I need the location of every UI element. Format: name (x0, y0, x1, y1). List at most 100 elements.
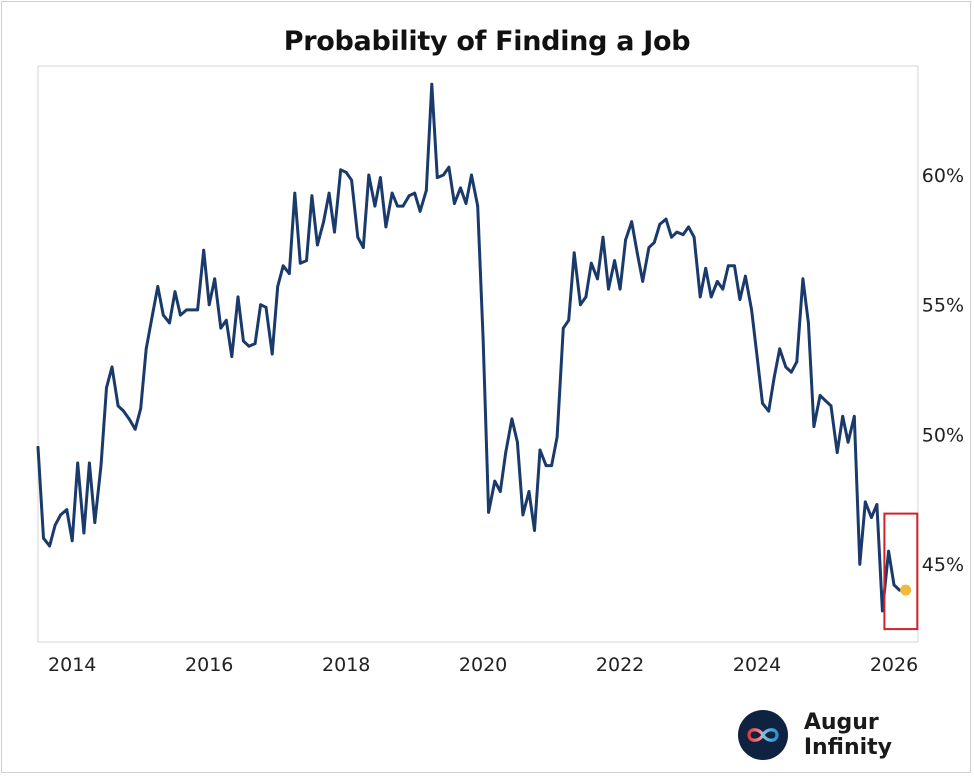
data-point (618, 287, 622, 291)
data-point (259, 303, 262, 307)
data-point (630, 220, 634, 224)
data-point (521, 513, 525, 517)
data-point (236, 295, 240, 299)
chart-title: Probability of Finding a Job (283, 26, 691, 57)
x-axis: 2014 2016 2018 2020 2022 2024 2026 (48, 654, 918, 676)
data-point (658, 222, 662, 226)
brand-name: Augur Infinity (803, 710, 893, 760)
data-point (641, 280, 645, 283)
y-tick-label: 45% (922, 554, 964, 576)
x-tick-label: 2014 (48, 654, 96, 676)
data-point (476, 204, 480, 208)
data-point (161, 313, 165, 317)
data-point (738, 298, 742, 301)
data-point (281, 264, 285, 268)
data-point (99, 464, 103, 467)
data-point (750, 308, 753, 312)
x-tick-label: 2020 (459, 654, 507, 676)
data-point (858, 562, 862, 566)
highlight-layer (883, 512, 919, 631)
data-point (298, 261, 302, 265)
data-point (846, 440, 850, 444)
data-point (110, 365, 114, 369)
data-point (601, 235, 605, 239)
data-point (293, 191, 297, 195)
y-axis: 45% 50% 55% 60% (922, 165, 964, 576)
data-point (470, 173, 473, 177)
data-point (692, 235, 696, 239)
data-point (151, 313, 154, 317)
data-point (733, 264, 736, 268)
data-point (339, 168, 343, 172)
data-point (881, 609, 884, 613)
data-point (704, 267, 708, 270)
data-point (179, 313, 182, 317)
data-point (316, 243, 319, 247)
data-point (93, 521, 97, 524)
x-tick-label: 2016 (185, 654, 233, 676)
infinity-glyph (747, 728, 779, 742)
data-point (550, 464, 553, 467)
data-point (88, 461, 91, 465)
infinity-icon (738, 710, 788, 760)
data-point (127, 417, 131, 421)
series-layer (36, 82, 901, 613)
data-point (327, 191, 331, 195)
data-point (533, 529, 536, 532)
data-point (344, 171, 348, 174)
data-point (698, 295, 702, 299)
data-point (607, 287, 610, 291)
data-point (310, 194, 314, 198)
data-point (647, 246, 651, 250)
data-point (264, 305, 268, 309)
data-point (407, 194, 411, 198)
data-point (726, 264, 730, 268)
data-point (270, 352, 274, 356)
data-point (82, 531, 86, 535)
data-point (687, 225, 690, 229)
data-point (887, 549, 890, 553)
data-point (133, 427, 137, 431)
data-point (48, 544, 51, 548)
data-point (430, 82, 434, 86)
data-point (829, 404, 833, 408)
data-point (584, 295, 588, 299)
data-point (635, 251, 639, 255)
data-point (190, 308, 194, 312)
data-point (613, 259, 616, 262)
data-point (795, 360, 799, 364)
data-point (852, 414, 856, 418)
data-point (139, 407, 143, 410)
data-point (70, 539, 74, 543)
data-point (65, 508, 69, 512)
data-point (572, 251, 576, 255)
plot-area-border (37, 65, 919, 643)
data-point (253, 342, 257, 345)
data-point (493, 479, 497, 483)
data-point (105, 386, 108, 390)
data-point (219, 326, 223, 330)
data-point (185, 308, 189, 312)
data-point (784, 365, 788, 369)
data-point (664, 217, 668, 221)
data-point (276, 285, 280, 288)
data-point (196, 308, 200, 312)
data-point (464, 202, 468, 205)
data-point (818, 394, 822, 397)
x-tick-label: 2024 (733, 654, 781, 676)
data-point (53, 523, 57, 527)
x-tick-label: 2022 (596, 654, 644, 676)
data-point (516, 440, 519, 444)
data-point (487, 510, 490, 514)
x-tick-label: 2026 (870, 654, 918, 676)
data-point (824, 399, 827, 403)
data-point (230, 355, 234, 358)
data-point (589, 261, 593, 265)
data-point (875, 503, 879, 506)
y-tick-label: 55% (922, 295, 964, 317)
data-point (287, 272, 291, 275)
data-point (350, 178, 353, 182)
data-point (670, 235, 673, 239)
